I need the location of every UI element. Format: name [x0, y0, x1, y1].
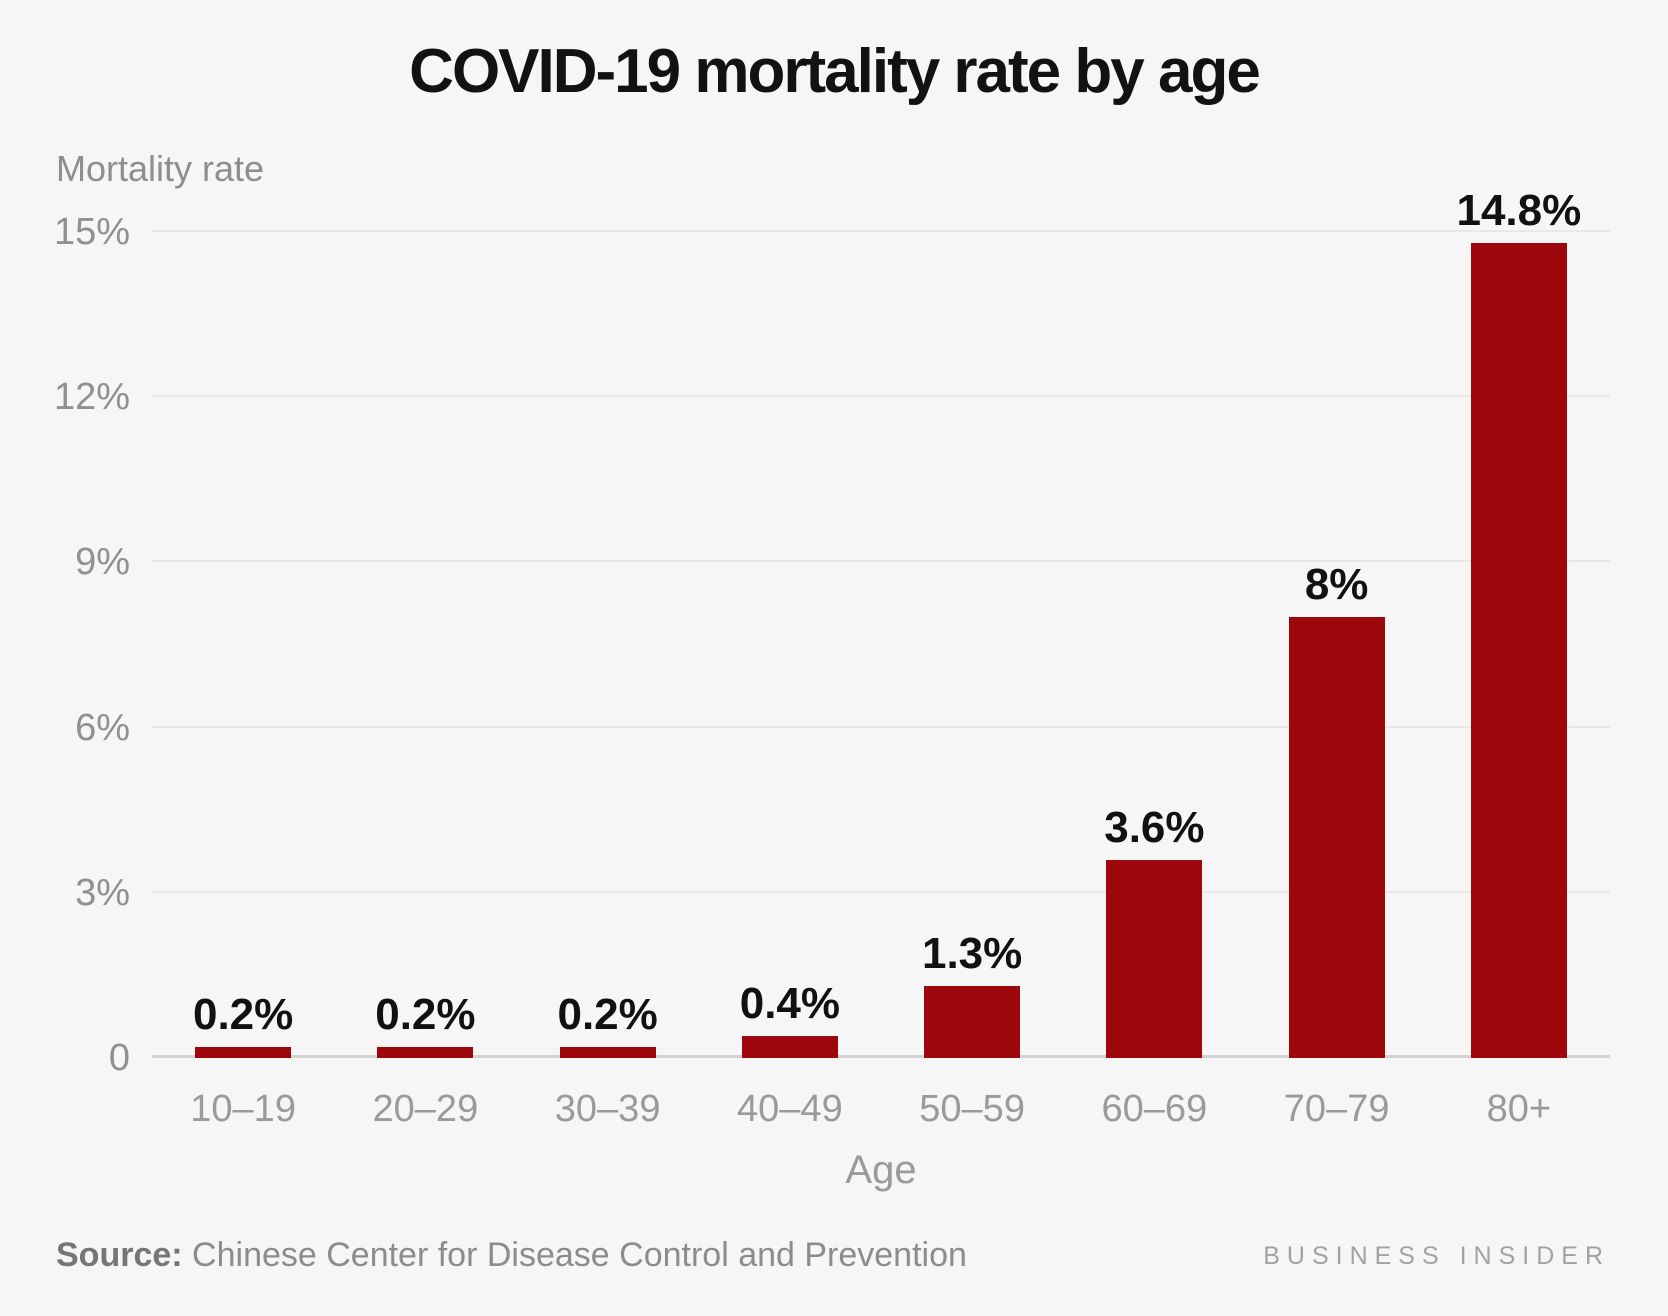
- x-tick-label: 30–39: [554, 1088, 661, 1130]
- source-credit: Source: Chinese Center for Disease Contr…: [56, 1236, 967, 1275]
- bar-column: 1.3% 50–59: [881, 232, 1063, 1130]
- y-tick-label: 15%: [53, 211, 130, 253]
- y-gridline: [152, 230, 1610, 232]
- bar: [559, 1047, 656, 1058]
- bar: [377, 1047, 474, 1058]
- bar-column: 14.8% 80+: [1428, 187, 1610, 1130]
- bar-value-label: 0.2%: [192, 990, 294, 1039]
- bar-column: 0.4% 40–49: [699, 232, 881, 1130]
- bar-value-label: 1.3%: [921, 929, 1023, 979]
- bar-value-label: 3.6%: [1104, 802, 1205, 852]
- bar: [924, 986, 1021, 1058]
- x-tick-label: 10–19: [190, 1088, 296, 1130]
- y-gridline: [152, 890, 1610, 893]
- bars-container: 0.2% 10–19 0.2% 20–29 0.2% 30–39 0.4% 40–49 1.3%…: [152, 187, 1610, 1131]
- y-tick-label: 3%: [75, 871, 130, 914]
- x-axis-baseline: [152, 1055, 1610, 1058]
- business-insider-logo: BUSINESS INSIDER: [1263, 1242, 1610, 1270]
- x-tick-label: 40–49: [737, 1088, 843, 1130]
- bar-value-label: 0.2%: [557, 990, 658, 1039]
- bar-column: 3.6% 60–69: [1063, 232, 1245, 1130]
- bar-column: 0.2% 20–29: [334, 232, 516, 1131]
- y-axis-title: Mortality rate: [56, 148, 265, 189]
- x-axis-title: Age: [845, 1148, 917, 1192]
- y-gridline: [152, 725, 1610, 728]
- bar-value-label: 8%: [1304, 560, 1369, 610]
- bar-column: 0.2% 30–39: [517, 232, 699, 1131]
- source-prefix: Source:: [56, 1236, 183, 1274]
- bar-value-label: 14.8%: [1456, 186, 1582, 236]
- y-tick-label: 6%: [75, 706, 130, 749]
- x-tick-label: 50–59: [919, 1088, 1025, 1130]
- bar: [1288, 617, 1385, 1058]
- source-text: Chinese Center for Disease Control and P…: [192, 1236, 967, 1274]
- y-tick-label: 0: [108, 1037, 130, 1079]
- y-gridline: [152, 560, 1610, 563]
- y-tick-label: 12%: [53, 376, 130, 419]
- y-gridline: [152, 395, 1610, 398]
- x-tick-label: 80+: [1486, 1088, 1552, 1130]
- bar: [1470, 243, 1567, 1058]
- bar-column: 8% 70–79: [1246, 232, 1428, 1130]
- y-tick-label: 9%: [75, 541, 130, 584]
- bar-value-label: 0.4%: [739, 978, 841, 1028]
- bar: [195, 1047, 292, 1058]
- x-tick-label: 60–69: [1101, 1088, 1208, 1130]
- bar: [741, 1035, 838, 1058]
- x-tick-label: 20–29: [372, 1088, 479, 1130]
- plot-area: 0 3% 6% 9% 12% 15% 0.2% 10–19 0.2% 20–29 0.2% 30–3…: [54, 187, 1610, 1131]
- bar-column: 0.2% 10–19: [152, 232, 334, 1131]
- bar-value-label: 0.2%: [375, 990, 476, 1039]
- chart-title: COVID-19 mortality rate by age: [409, 37, 1261, 106]
- x-tick-label: 70–79: [1283, 1088, 1390, 1130]
- bar: [1106, 859, 1203, 1058]
